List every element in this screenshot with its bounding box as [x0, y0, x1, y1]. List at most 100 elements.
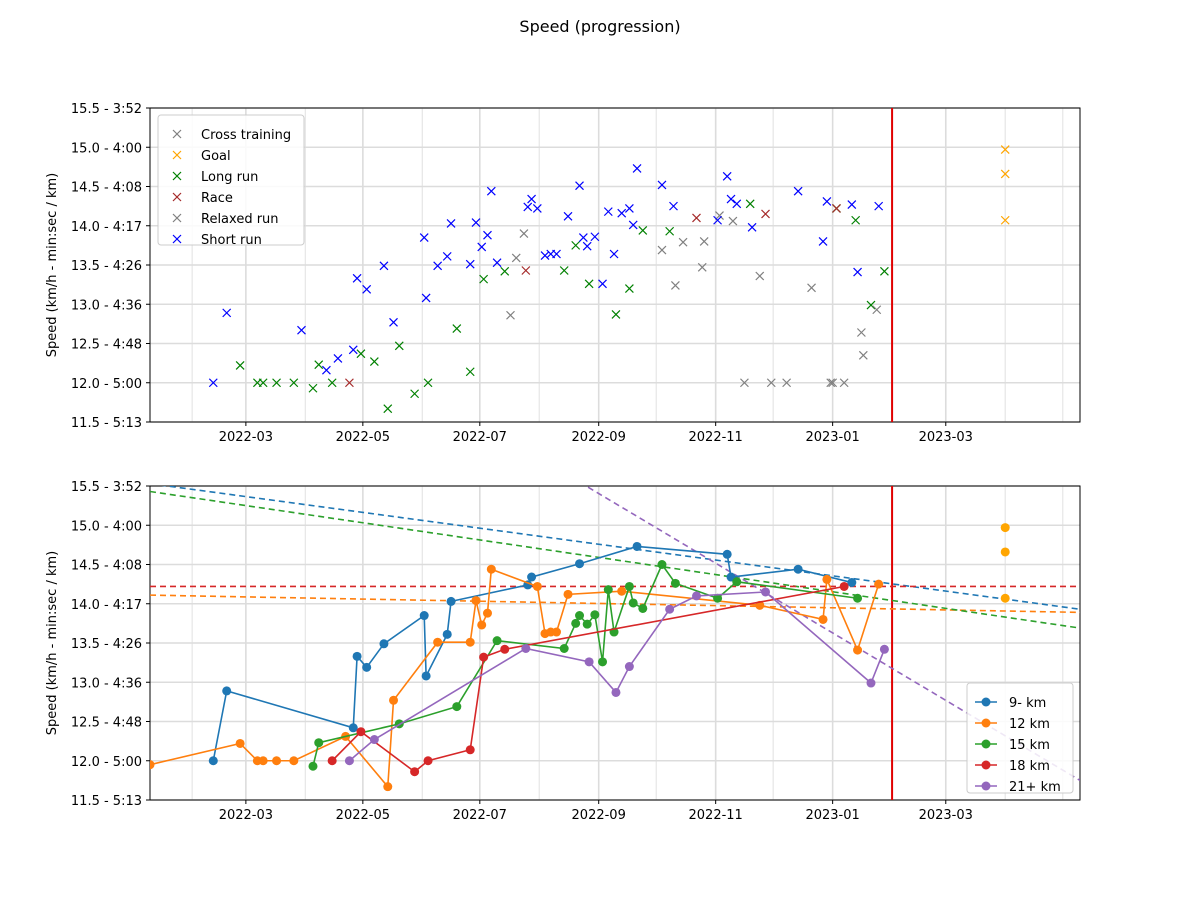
data-point	[590, 610, 600, 620]
legend-marker	[172, 234, 182, 244]
data-point	[847, 200, 857, 209]
data-point	[632, 541, 642, 551]
top-scatter-panel: 2022-03 2022-05 2022-07 2022-09 2022-11 2023-…	[45, 102, 1081, 445]
data-point	[747, 222, 757, 232]
data-point	[208, 756, 218, 766]
data-point	[352, 651, 362, 661]
data-point	[699, 237, 709, 246]
data-point	[452, 702, 462, 712]
data-point	[578, 233, 588, 242]
data-point	[442, 629, 452, 639]
data-point	[540, 251, 550, 261]
data-point	[465, 367, 475, 377]
data-point	[258, 378, 268, 388]
data-point	[726, 194, 736, 204]
y-tick-label: 15.0 - 4:00	[71, 141, 142, 156]
data-point	[624, 284, 634, 293]
series-race	[344, 204, 841, 388]
legend-marker	[172, 129, 182, 139]
data-point	[582, 619, 592, 629]
data-point	[383, 782, 393, 792]
data-point	[722, 549, 732, 559]
data-point	[617, 586, 627, 596]
data-point	[761, 587, 771, 597]
data-point	[471, 596, 481, 606]
legend-label: 15 km	[1009, 738, 1050, 753]
data-point	[208, 378, 218, 388]
data-point	[872, 305, 882, 315]
data-point	[389, 695, 399, 705]
legend-marker	[981, 739, 991, 749]
data-point	[807, 283, 816, 293]
data-point	[766, 378, 776, 388]
series-short_run	[208, 164, 884, 388]
y-tick-label: 14.5 - 4:08	[71, 559, 142, 574]
x-tick-label: 2022-11	[689, 430, 743, 445]
data-point	[506, 310, 515, 320]
y-tick-label: 15.5 - 3:52	[71, 480, 142, 495]
data-point	[575, 559, 585, 569]
data-point	[793, 186, 803, 196]
data-point	[624, 581, 634, 591]
data-point	[879, 644, 889, 654]
data-point	[477, 620, 487, 630]
data-point	[822, 574, 832, 584]
y-axis-label: Speed (km/h - min:sec / km)	[45, 173, 60, 357]
data-point	[713, 215, 723, 225]
legend-label: 9- km	[1009, 696, 1046, 711]
x-tick-label: 2023-01	[805, 430, 859, 445]
data-point	[603, 207, 613, 217]
data-point	[344, 756, 354, 766]
x-tick-label: 2022-09	[572, 430, 626, 445]
series-km18	[327, 581, 849, 777]
data-point	[828, 378, 838, 388]
data-point	[563, 589, 573, 599]
data-point	[839, 581, 849, 591]
data-point	[853, 267, 862, 277]
x-tick-label: 2022-05	[336, 430, 390, 445]
data-point	[822, 196, 832, 206]
legend-label: Cross training	[201, 128, 291, 143]
data-point	[394, 341, 404, 351]
series-km12	[150, 564, 884, 792]
data-point	[379, 261, 389, 271]
legend-label: Goal	[201, 149, 231, 164]
data-point	[722, 171, 732, 181]
data-point	[624, 204, 634, 213]
data-point	[527, 572, 537, 582]
data-point	[571, 618, 581, 628]
data-point	[713, 593, 723, 603]
data-point	[598, 279, 607, 289]
goal-points	[1000, 523, 1010, 603]
y-tick-label: 11.5 - 5:13	[71, 416, 142, 431]
data-point	[665, 226, 675, 236]
trend-line-km15	[150, 490, 1080, 629]
plot-area	[208, 108, 1010, 422]
data-point	[879, 266, 889, 276]
data-point	[465, 745, 475, 755]
series-km21	[344, 587, 889, 766]
data-point	[352, 273, 362, 283]
data-point	[314, 738, 324, 748]
y-tick-label: 13.5 - 4:26	[71, 259, 142, 274]
x-tick-label: 2023-03	[919, 430, 973, 445]
data-point	[511, 253, 521, 263]
y-tick-label: 15.5 - 3:52	[71, 102, 142, 117]
data-point	[362, 284, 372, 294]
data-point	[389, 317, 398, 327]
data-point	[321, 365, 331, 375]
data-point	[853, 593, 863, 603]
data-point	[657, 560, 667, 569]
y-tick-label: 14.0 - 4:17	[71, 598, 142, 613]
data-point	[826, 378, 836, 388]
series-relaxed_run	[506, 211, 882, 388]
data-point	[598, 657, 608, 667]
data-point	[847, 578, 857, 588]
data-point	[559, 643, 569, 653]
data-point	[628, 220, 638, 230]
data-point	[289, 378, 299, 388]
data-point	[851, 215, 861, 225]
data-point	[471, 218, 481, 228]
data-point	[333, 353, 343, 363]
